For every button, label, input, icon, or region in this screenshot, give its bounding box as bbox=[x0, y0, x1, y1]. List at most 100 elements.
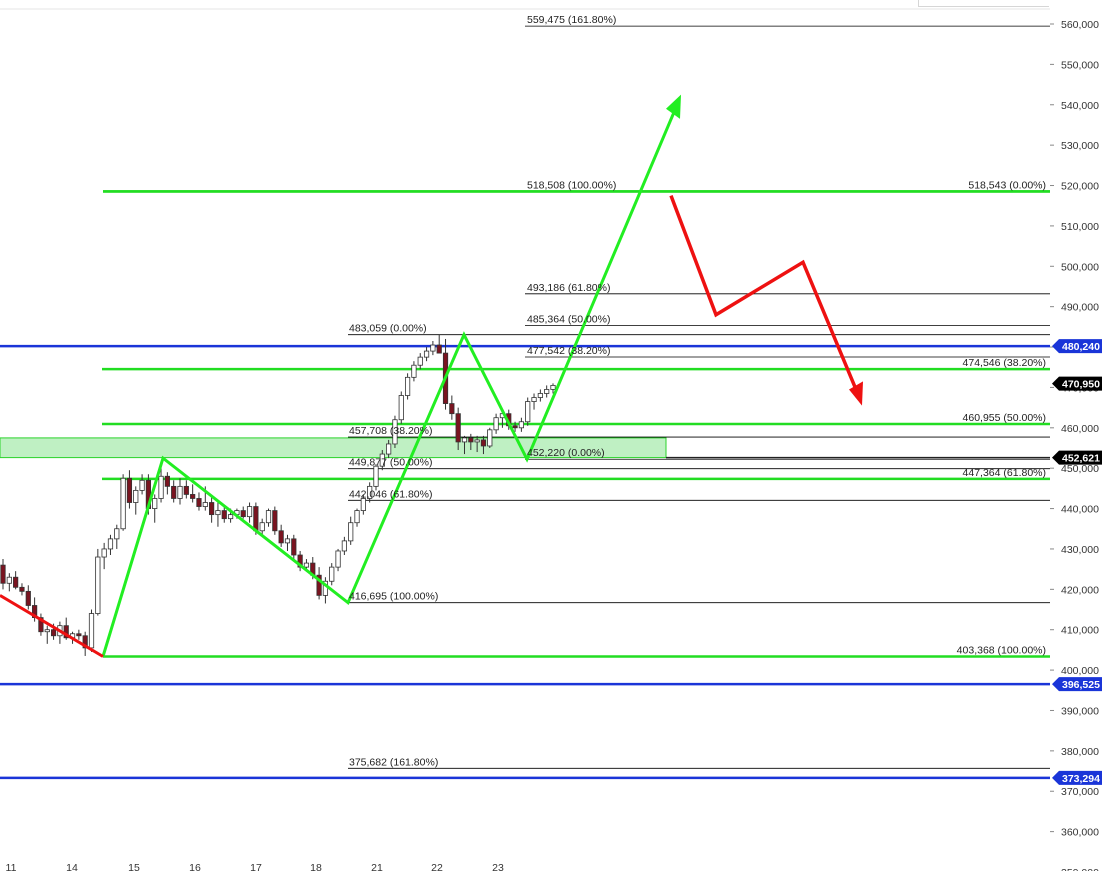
candle-up bbox=[525, 401, 531, 423]
candle-up bbox=[215, 510, 221, 516]
candle-up bbox=[411, 364, 417, 378]
candle-up bbox=[544, 389, 550, 394]
candle-up bbox=[474, 439, 480, 443]
candle-down bbox=[272, 510, 278, 532]
candle-up bbox=[398, 395, 404, 421]
green-projection-path bbox=[101, 102, 680, 657]
candle-up bbox=[341, 540, 347, 552]
price-badge bbox=[1052, 450, 1102, 465]
price-badge bbox=[1052, 339, 1102, 354]
candle-up bbox=[531, 397, 537, 402]
candle-down bbox=[221, 510, 227, 520]
fib-level-label: 483,059 (0.00%) bbox=[349, 323, 427, 335]
date-tick-label: 17 bbox=[250, 862, 262, 871]
candle-down bbox=[253, 506, 259, 532]
fib-level-label: 460,955 (50.00%) bbox=[963, 412, 1046, 424]
price-tick-label: 370,000 bbox=[1061, 786, 1099, 798]
fib-level-label: 477,542 (38.20%) bbox=[527, 345, 610, 357]
date-tick-label: 11 bbox=[6, 862, 17, 871]
fib-level-label: 559,475 (161.80%) bbox=[527, 14, 616, 26]
fib-level-label: 403,368 (100.00%) bbox=[957, 644, 1046, 656]
candle-up bbox=[177, 485, 183, 499]
candle-up bbox=[461, 437, 468, 443]
fib-level-label: 452,220 (0.00%) bbox=[527, 447, 605, 459]
date-tick-label: 16 bbox=[189, 862, 201, 871]
candle-up bbox=[335, 550, 341, 568]
candles-layer bbox=[0, 334, 556, 656]
price-tick-label: 400,000 bbox=[1061, 665, 1099, 677]
candle-down bbox=[209, 502, 215, 516]
level-lines-layer bbox=[0, 25, 1050, 780]
candle-down bbox=[13, 576, 19, 588]
fib-level-label: 485,364 (50.00%) bbox=[527, 313, 610, 325]
candle-down bbox=[468, 437, 474, 443]
candle-up bbox=[417, 356, 423, 366]
fib-level-label: 493,186 (61.80%) bbox=[527, 282, 610, 294]
candle-up bbox=[120, 477, 126, 530]
price-tick-label: 380,000 bbox=[1061, 746, 1099, 758]
candle-up bbox=[367, 485, 373, 499]
price-badge-label: 452,621 bbox=[1062, 453, 1100, 465]
toolbar-edge bbox=[918, 0, 1049, 7]
candle-down bbox=[196, 498, 202, 507]
candle-down bbox=[126, 477, 133, 503]
candle-down bbox=[240, 510, 246, 518]
candle-up bbox=[265, 510, 272, 524]
candle-down bbox=[512, 425, 518, 429]
price-tick-label: 360,000 bbox=[1061, 827, 1099, 839]
fib-level-label: 474,546 (38.20%) bbox=[963, 357, 1046, 369]
candle-up bbox=[303, 562, 310, 568]
price-tick-label: 440,000 bbox=[1061, 504, 1099, 516]
candle-down bbox=[50, 629, 57, 637]
price-tick-label: 510,000 bbox=[1061, 221, 1099, 233]
price-badge-label: 373,294 bbox=[1062, 773, 1100, 785]
date-tick-label: 23 bbox=[492, 862, 504, 871]
candle-down bbox=[436, 344, 442, 354]
price-tick-label: 460,000 bbox=[1061, 423, 1099, 435]
price-tick-label: 490,000 bbox=[1061, 302, 1099, 314]
candle-up bbox=[348, 522, 354, 542]
price-tick-label: 450,000 bbox=[1061, 463, 1099, 475]
candle-up bbox=[107, 538, 114, 550]
candle-up bbox=[152, 498, 158, 509]
candle-up bbox=[6, 576, 12, 584]
price-tick-label: 540,000 bbox=[1061, 100, 1099, 112]
candle-down bbox=[82, 635, 88, 649]
price-tick-label: 560,000 bbox=[1061, 19, 1099, 31]
support-zone-layer bbox=[0, 8, 1050, 459]
date-tick-label: 18 bbox=[310, 862, 322, 871]
candle-down bbox=[316, 574, 322, 596]
candle-up bbox=[133, 489, 139, 503]
fib-level-label: 518,543 (0.00%) bbox=[968, 179, 1046, 191]
candle-up bbox=[373, 465, 379, 487]
fib-level-label: 518,508 (100.00%) bbox=[527, 180, 616, 192]
candle-up bbox=[139, 479, 145, 491]
fib-level-label: 457,708 (38.20%) bbox=[349, 425, 432, 437]
price-tick-label: 350,000 bbox=[1061, 867, 1099, 871]
price-badge-label: 396,525 bbox=[1062, 679, 1100, 691]
candle-down bbox=[291, 538, 297, 556]
price-badge-label: 480,240 bbox=[1062, 341, 1100, 353]
candle-down bbox=[76, 633, 82, 637]
candle-up bbox=[88, 613, 95, 649]
candle-up bbox=[202, 502, 208, 507]
red-projection-path bbox=[669, 195, 858, 391]
price-tick-label: 530,000 bbox=[1061, 140, 1099, 152]
candle-up bbox=[44, 629, 50, 633]
price-badge bbox=[1052, 677, 1102, 692]
candle-up bbox=[360, 498, 366, 511]
candle-down bbox=[0, 564, 6, 584]
candle-down bbox=[38, 617, 44, 633]
candle-up bbox=[246, 506, 253, 518]
candle-up bbox=[392, 419, 398, 445]
candle-up bbox=[386, 443, 392, 455]
price-tick-label: 420,000 bbox=[1061, 584, 1099, 596]
price-tick-label: 390,000 bbox=[1061, 705, 1099, 717]
candle-down bbox=[190, 494, 196, 499]
candle-up bbox=[430, 344, 436, 352]
candle-down bbox=[25, 590, 31, 606]
candle-down bbox=[278, 530, 284, 544]
projection-paths-layer bbox=[0, 94, 863, 658]
price-tick-label: 430,000 bbox=[1061, 544, 1099, 556]
